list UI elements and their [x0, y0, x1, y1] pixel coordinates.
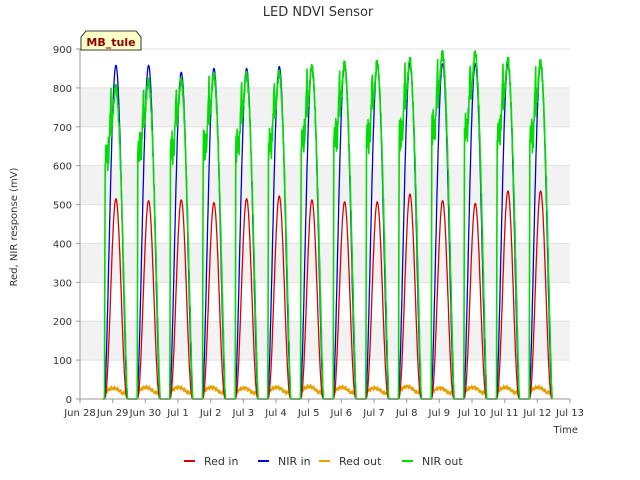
grid-band: [80, 243, 570, 283]
y-tick-label: 200: [53, 317, 72, 328]
y-tick-label: 400: [53, 239, 72, 250]
grid-bands: [80, 87, 570, 361]
x-tick-label: Jul 13: [555, 408, 584, 419]
y-tick-label: 700: [53, 123, 72, 134]
chart-title: LED NDVI Sensor: [263, 5, 374, 20]
grid-band: [80, 87, 570, 127]
y-axis-label: Red, NIR response (mV): [9, 167, 20, 286]
grid-band: [80, 321, 570, 361]
x-tick-label: Jul 8: [395, 408, 418, 419]
x-tick-label: Jul 7: [362, 408, 385, 419]
x-tick-label: Jul 3: [232, 408, 255, 419]
y-tick-label: 100: [53, 356, 72, 367]
y-tick-label: 800: [53, 84, 72, 95]
x-tick-label: Jul 2: [199, 408, 222, 419]
legend-label: NIR out: [422, 455, 463, 468]
x-tick-label: Jun 29: [96, 408, 129, 419]
y-tick-label: 500: [53, 201, 72, 212]
annotation-badge: MB_tule: [80, 30, 142, 51]
x-tick-label: Jul 9: [428, 408, 451, 419]
annotation-text: MB_tule: [86, 36, 135, 49]
x-tick-label: Jul 11: [490, 408, 519, 419]
y-tick-label: 600: [53, 162, 72, 173]
legend-label: Red in: [204, 455, 238, 468]
legend-label: NIR in: [278, 455, 311, 468]
grid-band: [80, 165, 570, 205]
y-tick-label: 900: [53, 45, 72, 56]
x-tick-label: Jul 10: [457, 408, 486, 419]
x-tick-label: Jun 30: [129, 408, 162, 419]
series-line-nir-out: [102, 50, 553, 400]
x-tick-label: Jul 1: [166, 408, 189, 419]
x-axis-label: Time: [553, 425, 578, 436]
x-tick-label: Jul 12: [522, 408, 551, 419]
legend-label: Red out: [339, 455, 382, 468]
axes: [79, 49, 570, 400]
y-tick-label: 0: [66, 395, 72, 406]
x-axis-ticks: Jun 28 Jun 29 Jun 30 Jul 1 Jul 2 Jul 3 Jul 4 Ju…: [63, 399, 584, 419]
y-axis-ticks: 0 100 200 300 400 500 600 700 800 900: [53, 45, 80, 406]
x-tick-label: Jul 5: [297, 408, 320, 419]
x-tick-label: Jul 6: [330, 408, 353, 419]
x-tick-label: Jun 28: [63, 408, 96, 419]
legend: Red in NIR in Red out NIR out: [184, 455, 463, 468]
grid-lines: [80, 48, 570, 400]
y-tick-label: 300: [53, 278, 72, 289]
x-tick-label: Jul 4: [264, 408, 287, 419]
